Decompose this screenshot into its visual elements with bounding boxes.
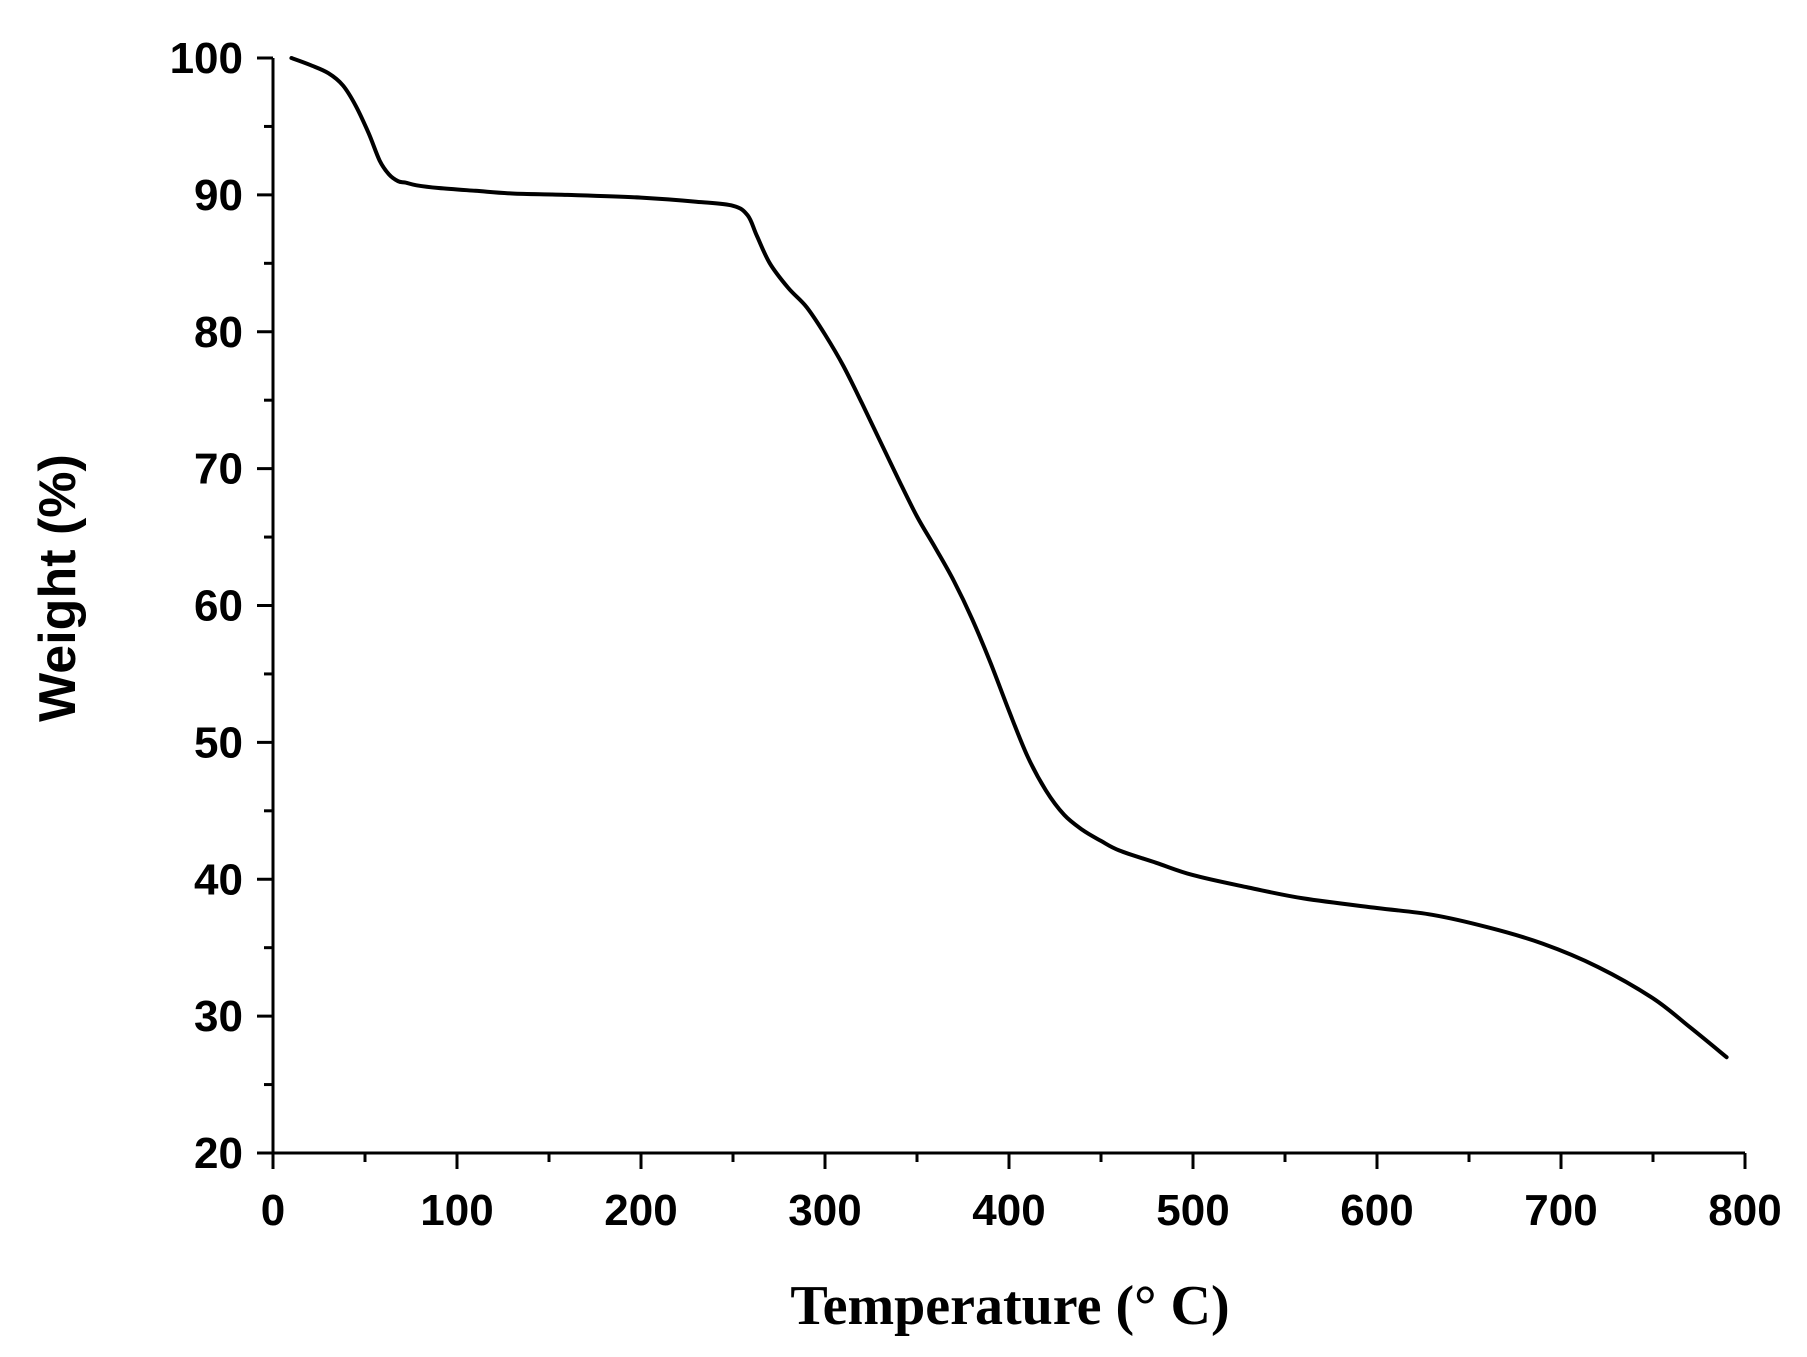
y-tick-label: 30 (194, 992, 243, 1041)
x-tick-label: 300 (788, 1186, 861, 1235)
y-tick-label: 50 (194, 718, 243, 767)
y-tick-label: 80 (194, 308, 243, 357)
x-tick-label: 200 (604, 1186, 677, 1235)
y-tick-label: 60 (194, 582, 243, 631)
x-tick-label: 400 (972, 1186, 1045, 1235)
weight-curve-line (289, 56, 1729, 1060)
x-tick-label: 600 (1340, 1186, 1413, 1235)
x-tick-label: 0 (261, 1186, 285, 1235)
x-axis-label: Temperature (° C) (790, 1275, 1229, 1337)
y-tick-label: 40 (194, 855, 243, 904)
y-axis-label: Weight (%) (29, 454, 87, 722)
y-tick-label: 20 (194, 1129, 243, 1178)
axes: 0 100 200 300 400 500 600 700 800 20 30 40 50 60 70 80 9… (170, 34, 1782, 1235)
x-tick-label: 800 (1708, 1186, 1781, 1235)
x-tick-label: 700 (1524, 1186, 1597, 1235)
series-layer (289, 56, 1729, 1060)
x-tick-label: 100 (420, 1186, 493, 1235)
y-tick-label: 100 (170, 34, 243, 83)
x-tick-label: 500 (1156, 1186, 1229, 1235)
y-tick-label: 70 (194, 445, 243, 494)
y-tick-label: 90 (194, 171, 243, 220)
